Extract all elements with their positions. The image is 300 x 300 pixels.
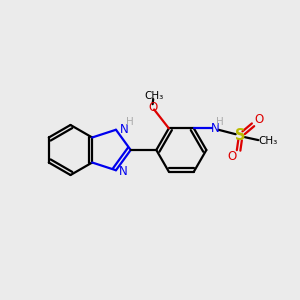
Text: H: H [217,117,224,127]
Text: O: O [227,150,237,164]
Text: O: O [254,113,263,126]
Text: O: O [148,100,157,114]
Text: S: S [235,128,245,143]
Text: CH₃: CH₃ [258,136,278,146]
Text: N: N [119,123,128,136]
Text: H: H [126,117,134,128]
Text: N: N [211,122,219,135]
Text: CH₃: CH₃ [145,91,164,101]
Text: N: N [119,165,128,178]
